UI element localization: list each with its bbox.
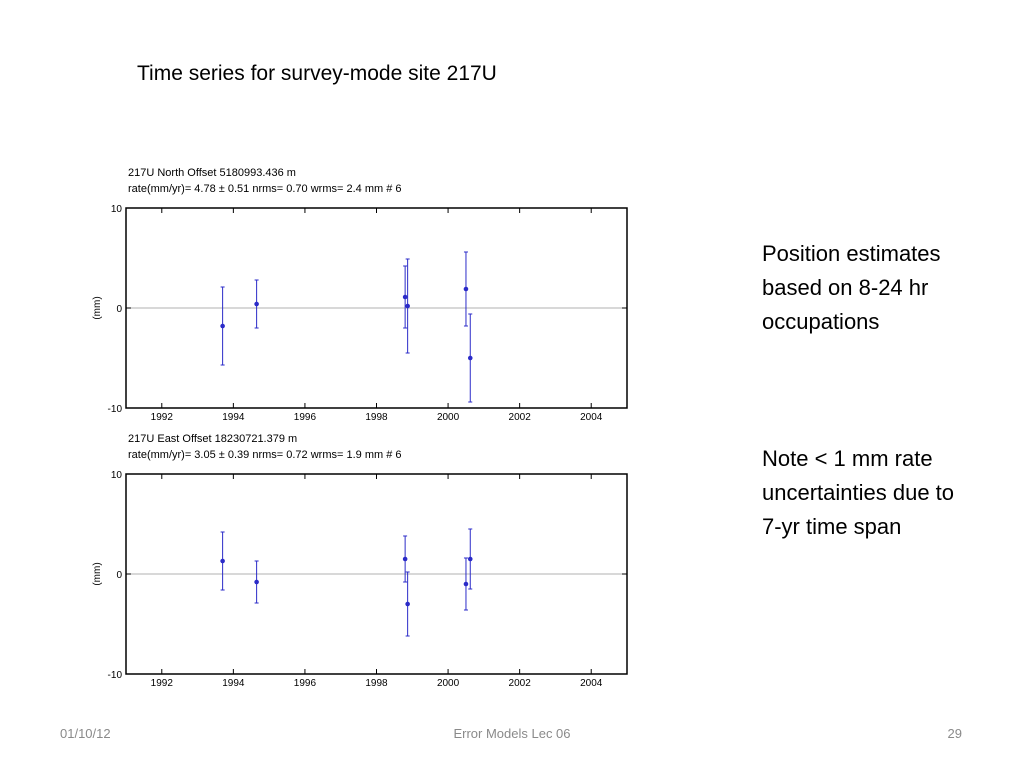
y-tick-label: -10: [108, 404, 123, 415]
footer-title: Error Models Lec 06: [453, 726, 571, 741]
footer-date: 01/10/12: [60, 726, 111, 741]
data-point: [402, 294, 408, 300]
chart-title-line2: rate(mm/yr)= 4.78 ± 0.51 nrms= 0.70 wrms…: [128, 183, 402, 195]
data-point: [402, 556, 408, 562]
slide-title: Time series for survey-mode site 217U: [137, 62, 497, 85]
x-tick-label: 2000: [437, 412, 460, 420]
data-point: [220, 558, 225, 564]
data-point: [463, 581, 469, 587]
data-point: [467, 355, 473, 361]
x-tick-label: 1992: [151, 412, 174, 420]
x-tick-label: 1996: [294, 678, 317, 686]
data-point: [405, 303, 410, 309]
x-tick-label: 2002: [509, 678, 532, 686]
x-tick-label: 1994: [222, 678, 245, 686]
x-tick-label: 1992: [151, 678, 174, 686]
east-offset-chart: 217U East Offset 18230721.379 m rate(mm/y…: [92, 433, 628, 686]
x-tick-label: 2004: [580, 678, 603, 686]
north-offset-chart: 217U North Offset 5180993.436 m rate(mm/y…: [92, 167, 628, 420]
data-point: [220, 323, 225, 329]
note-rate-uncertainties: Note < 1 mm rate uncertainties due to 7-…: [762, 446, 955, 539]
y-tick-label: 0: [116, 570, 122, 581]
footer-page-number: 29: [947, 726, 962, 741]
x-tick-label: 2004: [580, 412, 603, 420]
chart-title-line1: 217U North Offset 5180993.436 m: [128, 167, 296, 179]
x-tick-label: 2000: [437, 678, 460, 686]
y-tick-label: 10: [111, 470, 123, 481]
x-tick-label: 1998: [365, 412, 388, 420]
data-point: [254, 301, 259, 307]
data-point: [254, 579, 259, 585]
note-position-estimates: Position estimates based on 8-24 hr occu…: [762, 241, 941, 334]
data-point: [467, 556, 473, 562]
x-tick-label: 2002: [509, 412, 532, 420]
y-axis-label: (mm): [92, 296, 103, 319]
x-tick-label: 1998: [365, 678, 388, 686]
data-point: [463, 286, 469, 292]
chart-title-line2: rate(mm/yr)= 3.05 ± 0.39 nrms= 0.72 wrms…: [128, 449, 402, 461]
y-axis-label: (mm): [92, 562, 103, 585]
y-tick-label: 0: [116, 304, 122, 315]
y-tick-label: 10: [111, 204, 123, 215]
x-tick-label: 1994: [222, 412, 245, 420]
y-tick-label: -10: [108, 670, 123, 681]
x-tick-label: 1996: [294, 412, 317, 420]
data-point: [405, 601, 410, 607]
chart-title-line1: 217U East Offset 18230721.379 m: [128, 433, 297, 445]
